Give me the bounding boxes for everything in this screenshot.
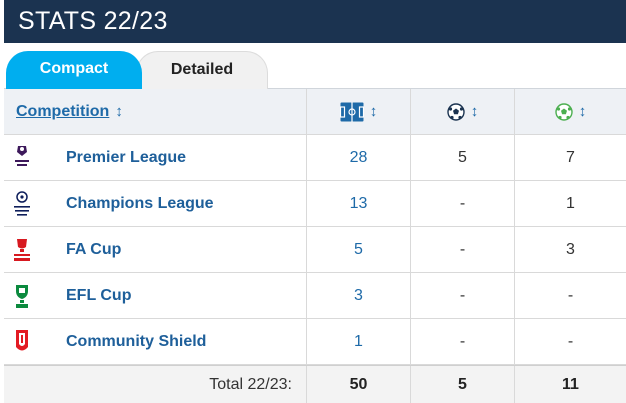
total-goals: 5	[458, 375, 467, 393]
assists-value: 1	[566, 194, 575, 212]
competition-link[interactable]: Community Shield	[66, 332, 207, 350]
competition-link[interactable]: Premier League	[66, 148, 187, 166]
competition-sort-link[interactable]: Competition ↕	[4, 103, 123, 121]
competition-cell: Community Shield	[4, 319, 306, 364]
total-row: Total 22/23: 50 5 11	[4, 365, 626, 403]
total-label: Total 22/23:	[209, 375, 292, 393]
competition-link[interactable]: Champions League	[66, 194, 214, 212]
assists-value: -	[567, 332, 574, 350]
competition-link[interactable]: EFL Cup	[66, 286, 132, 304]
efl-cup-logo-icon	[16, 284, 28, 308]
community-shield-logo-icon	[16, 329, 28, 350]
competition-header-label: Competition	[16, 102, 110, 120]
appearances-value[interactable]: 28	[349, 148, 368, 166]
appearances-value[interactable]: 5	[354, 240, 363, 258]
tab-detailed[interactable]: Detailed	[136, 51, 268, 89]
competition-cell: FA Cup	[4, 227, 306, 272]
football-assists-icon	[555, 102, 573, 121]
table-row: FA Cup 5 - 3	[4, 227, 626, 273]
table-header-row: Competition ↕ ↕ ↕	[4, 88, 626, 135]
competition-cell: Champions League	[4, 181, 306, 226]
table-row: EFL Cup 3 - -	[4, 273, 626, 319]
premier-league-logo-icon	[15, 145, 29, 166]
total-appearances: 50	[349, 375, 368, 393]
table-row: Champions League 13 - 1	[4, 181, 626, 227]
champions-league-logo-icon	[14, 190, 30, 216]
goals-column-header[interactable]: ↕	[410, 89, 514, 134]
tab-compact-label: Compact	[39, 60, 109, 77]
sort-icon: ↕	[369, 103, 378, 120]
goals-value: -	[459, 240, 466, 258]
total-label-cell: Total 22/23:	[4, 366, 306, 403]
sort-icon: ↕	[470, 103, 479, 120]
football-goals-icon	[447, 102, 465, 121]
sort-icon: ↕	[115, 102, 123, 120]
assists-value: 7	[566, 148, 575, 166]
appearances-value[interactable]: 13	[349, 194, 368, 212]
sort-icon: ↕	[578, 103, 587, 120]
table-row: Premier League 28 5 7	[4, 135, 626, 181]
tab-bar: Detailed Compact	[4, 43, 626, 89]
goals-value: -	[459, 332, 466, 350]
fa-cup-logo-icon	[14, 238, 30, 261]
stats-header: STATS 22/23	[4, 0, 626, 43]
competition-link[interactable]: FA Cup	[66, 240, 122, 258]
tab-compact[interactable]: Compact	[6, 51, 142, 89]
assists-column-header[interactable]: ↕	[514, 89, 626, 134]
table-row: Community Shield 1 - -	[4, 319, 626, 365]
assists-value: 3	[566, 240, 575, 258]
appearances-value[interactable]: 3	[354, 286, 363, 304]
goals-value: 5	[458, 148, 467, 166]
competition-cell: EFL Cup	[4, 273, 306, 318]
pitch-appearances-icon	[339, 101, 364, 122]
goals-value: -	[459, 194, 466, 212]
tab-detailed-label: Detailed	[170, 61, 234, 78]
total-assists: 11	[562, 375, 579, 393]
stats-title: STATS 22/23	[18, 7, 168, 35]
appearances-column-header[interactable]: ↕	[306, 89, 410, 134]
goals-value: -	[459, 286, 466, 304]
assists-value: -	[567, 286, 574, 304]
appearances-value[interactable]: 1	[354, 332, 363, 350]
competition-cell: Premier League	[4, 135, 306, 180]
competition-column-header[interactable]: Competition ↕	[4, 89, 306, 134]
